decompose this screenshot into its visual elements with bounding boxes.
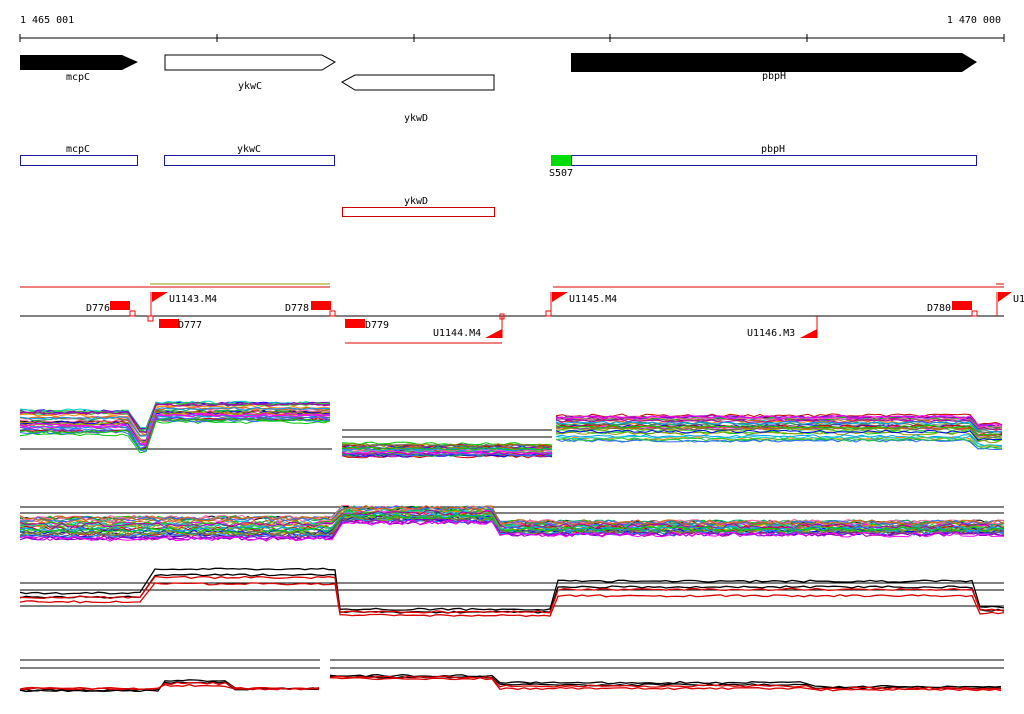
promoter-flag-U1[interactable]: [998, 292, 1012, 302]
transcript-box-ykwC[interactable]: [164, 155, 335, 166]
feature-marker-D779[interactable]: [345, 319, 365, 328]
expression-line: [19, 573, 1005, 614]
expression-line: [19, 681, 320, 691]
expression-line: [341, 443, 553, 448]
gene-label-ykwC: ykwC: [238, 81, 262, 92]
transcript-label-ykwD: ykwD: [404, 196, 428, 207]
feature-small-box: [499, 313, 505, 320]
ruler-end-label: 1 470 000: [947, 15, 1001, 26]
gene-label-pbpH: pbpH: [762, 71, 786, 82]
transcript-box-mcpC[interactable]: [20, 155, 138, 166]
expression-line: [329, 675, 1002, 690]
feature-label-U1144.M4: U1144.M4: [433, 328, 481, 339]
feature-label-D780: D780: [927, 303, 951, 314]
feature-small-box: [545, 310, 552, 317]
expression-panel-1: [19, 400, 1003, 459]
expression-line: [555, 418, 1003, 430]
expression-line: [555, 437, 1003, 449]
expression-line: [19, 505, 1005, 526]
expression-line: [555, 429, 1003, 441]
expression-line: [19, 575, 1005, 614]
feature-track: D776 U1143.M4 D778 U1145.M4 D780 U1 D777…: [20, 283, 1024, 344]
gene-label-mcpC: mcpC: [66, 72, 90, 83]
expression-line: [19, 515, 1005, 537]
feature-label-D778: D778: [285, 303, 309, 314]
expression-line: [19, 400, 331, 429]
expression-line: [341, 450, 553, 455]
expression-line: [19, 519, 1005, 541]
feature-marker-D776[interactable]: [110, 301, 130, 310]
gene-arrow-ykwC[interactable]: [164, 54, 337, 71]
expression-line: [19, 412, 331, 444]
sigma-site-box[interactable]: [551, 155, 571, 166]
feature-label-U1145.M4: U1145.M4: [569, 294, 617, 305]
feature-small-box: [129, 310, 136, 317]
expression-line: [19, 567, 1005, 611]
gene-arrow-pbpH[interactable]: [571, 53, 977, 72]
expression-line: [19, 683, 320, 691]
sigma-site-label: S507: [549, 168, 573, 179]
gene-arrow-ykwD[interactable]: [340, 74, 495, 91]
promoter-flag-U1143.M4[interactable]: [152, 292, 168, 302]
feature-marker-D780[interactable]: [952, 301, 972, 310]
transcript-box-pbpH[interactable]: [571, 155, 977, 166]
feature-label-U1: U1: [1013, 294, 1024, 305]
expression-line: [555, 435, 1003, 448]
feature-small-box: [147, 315, 154, 322]
gene-arrow-mcpC[interactable]: [20, 55, 138, 70]
expression-line: [555, 414, 1003, 427]
promoter-flag-U1145.M4[interactable]: [552, 292, 568, 302]
promoter-flag-U1144.M4[interactable]: [485, 329, 502, 338]
expression-line: [19, 519, 1004, 542]
expression-line: [342, 452, 553, 457]
feature-label-U1146.M3: U1146.M3: [747, 328, 795, 339]
expression-line: [555, 419, 1003, 431]
expression-line: [19, 402, 331, 433]
feature-marker-D777[interactable]: [159, 319, 179, 328]
expression-line: [555, 425, 1003, 437]
expression-panel-2: [19, 504, 1005, 542]
transcript-label-ykwC: ykwC: [237, 144, 261, 155]
ruler-start-label: 1 465 001: [20, 15, 74, 26]
feature-label-D777: D777: [178, 320, 202, 331]
expression-line: [19, 518, 1005, 541]
expression-line: [555, 424, 1003, 437]
expression-line: [19, 412, 331, 445]
expression-line: [341, 446, 553, 451]
expression-panel-4: [19, 659, 1004, 693]
expression-line: [19, 582, 1005, 618]
gene-track: mcpC ykwC ykwD pbpH: [20, 53, 977, 124]
transcript-label-mcpC: mcpC: [66, 144, 90, 155]
expression-line: [19, 416, 331, 450]
feature-label-U1143.M4: U1143.M4: [169, 294, 217, 305]
transcript-label-pbpH: pbpH: [761, 144, 785, 155]
expression-line: [341, 441, 553, 446]
expression-line: [19, 406, 331, 437]
gene-label-ykwD: ykwD: [404, 113, 428, 124]
feature-marker-D778[interactable]: [311, 301, 331, 310]
feature-label-D776: D776: [86, 303, 110, 314]
transcript-track: mcpC ykwC S507 pbpH ykwD: [20, 144, 977, 217]
expression-line: [555, 431, 1003, 444]
expression-line: [19, 411, 331, 442]
coordinate-ruler: 1 465 001 1 470 000: [19, 15, 1005, 42]
feature-small-box: [329, 310, 336, 317]
feature-small-box: [971, 310, 978, 317]
feature-label-D779: D779: [365, 320, 389, 331]
transcript-box-ykwD[interactable]: [342, 207, 495, 217]
expression-line: [19, 417, 330, 450]
promoter-flag-U1146.M3[interactable]: [800, 329, 817, 338]
expression-line: [555, 421, 1003, 433]
expression-line: [329, 677, 1002, 692]
expression-panel-3: [19, 567, 1005, 618]
expression-line: [19, 513, 1005, 534]
expression-line: [555, 414, 1003, 427]
expression-line: [19, 505, 1005, 526]
